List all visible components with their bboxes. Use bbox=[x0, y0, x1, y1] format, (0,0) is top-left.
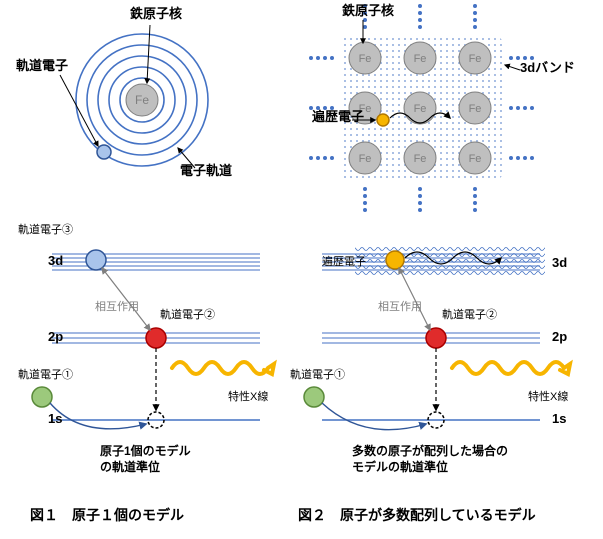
label: 軌道電子① bbox=[18, 367, 73, 381]
label: 軌道電子③ bbox=[18, 222, 73, 236]
circle bbox=[363, 194, 367, 198]
circle bbox=[473, 4, 477, 8]
circle bbox=[316, 156, 320, 160]
label: Fe bbox=[414, 53, 427, 65]
fe-label: Fe bbox=[135, 93, 149, 107]
circle bbox=[363, 187, 367, 191]
circle bbox=[323, 56, 327, 60]
circle bbox=[473, 187, 477, 191]
circle bbox=[363, 18, 367, 22]
circle bbox=[330, 56, 334, 60]
circle bbox=[523, 106, 527, 110]
caption-1: 図１ 原子１個のモデル bbox=[30, 507, 184, 523]
circle bbox=[530, 156, 534, 160]
label: 1s bbox=[552, 411, 566, 426]
orbit-electron-2b bbox=[426, 328, 446, 348]
circle bbox=[323, 156, 327, 160]
orbit-electron-1b bbox=[304, 387, 324, 407]
circle bbox=[473, 208, 477, 212]
electron-orbit-label: 電子軌道 bbox=[180, 163, 232, 178]
label: Fe bbox=[359, 53, 372, 65]
circle bbox=[418, 208, 422, 212]
label: 相互作用 bbox=[95, 300, 139, 313]
circle bbox=[330, 156, 334, 160]
circle bbox=[523, 156, 527, 160]
circle bbox=[363, 208, 367, 212]
circle bbox=[473, 194, 477, 198]
circle bbox=[363, 201, 367, 205]
xray-wave bbox=[172, 362, 274, 374]
label: 相互作用 bbox=[378, 300, 422, 313]
label: 3d bbox=[552, 255, 567, 270]
circle bbox=[418, 194, 422, 198]
circle bbox=[473, 11, 477, 15]
circle bbox=[418, 11, 422, 15]
label: 2p bbox=[552, 329, 567, 344]
label: Fe bbox=[469, 53, 482, 65]
itinerant-electron bbox=[377, 114, 389, 126]
circle bbox=[316, 56, 320, 60]
circle bbox=[530, 106, 534, 110]
circle bbox=[509, 106, 513, 110]
label: 3d bbox=[48, 253, 63, 268]
circle bbox=[418, 4, 422, 8]
caption-2: 図２ 原子が多数配列しているモデル bbox=[298, 507, 536, 523]
label: 特性X線 bbox=[528, 389, 568, 403]
label: 軌道電子② bbox=[160, 307, 215, 321]
itinerant-label: 遍歴電子 bbox=[311, 109, 364, 124]
circle bbox=[309, 56, 313, 60]
diagram-canvas: Fe鉄原子核軌道電子電子軌道FeFeFeFeFeFeFeFeFe鉄原子核3dバン… bbox=[0, 0, 603, 539]
circle bbox=[516, 106, 520, 110]
circle bbox=[418, 201, 422, 205]
circle bbox=[516, 156, 520, 160]
fe-nucleus-label-2: 鉄原子核 bbox=[342, 3, 394, 18]
subtitle-2: 多数の原子が配列した場合のモデルの軌道準位 bbox=[352, 443, 508, 474]
orbit-electron-label: 軌道電子 bbox=[16, 58, 68, 73]
circle bbox=[363, 25, 367, 29]
circle bbox=[418, 18, 422, 22]
label: 遍歴電子 bbox=[322, 255, 366, 268]
circle bbox=[418, 187, 422, 191]
label: 特性X線 bbox=[228, 389, 268, 403]
label: 2p bbox=[48, 329, 63, 344]
circle bbox=[473, 18, 477, 22]
orbit-electron bbox=[97, 145, 111, 159]
circle bbox=[473, 201, 477, 205]
circle bbox=[473, 25, 477, 29]
label: 軌道電子② bbox=[442, 307, 497, 321]
label: 軌道電子① bbox=[290, 367, 345, 381]
label: Fe bbox=[414, 103, 427, 115]
circle bbox=[418, 25, 422, 29]
subtitle-1: 原子1個のモデルの軌道準位 bbox=[100, 443, 191, 474]
label: Fe bbox=[469, 153, 482, 165]
circle bbox=[309, 156, 313, 160]
circle bbox=[509, 56, 513, 60]
orbit-electron-2 bbox=[146, 328, 166, 348]
itinerant-electron-2 bbox=[386, 251, 404, 269]
circle bbox=[509, 156, 513, 160]
label: Fe bbox=[359, 153, 372, 165]
orbit-electron-3 bbox=[86, 250, 106, 270]
orbit-electron-1 bbox=[32, 387, 52, 407]
label: Fe bbox=[469, 103, 482, 115]
xray-wave-2 bbox=[452, 362, 570, 374]
label: Fe bbox=[414, 153, 427, 165]
fe-nucleus-label: 鉄原子核 bbox=[130, 6, 182, 21]
3d-band-label: 3dバンド bbox=[520, 60, 575, 75]
